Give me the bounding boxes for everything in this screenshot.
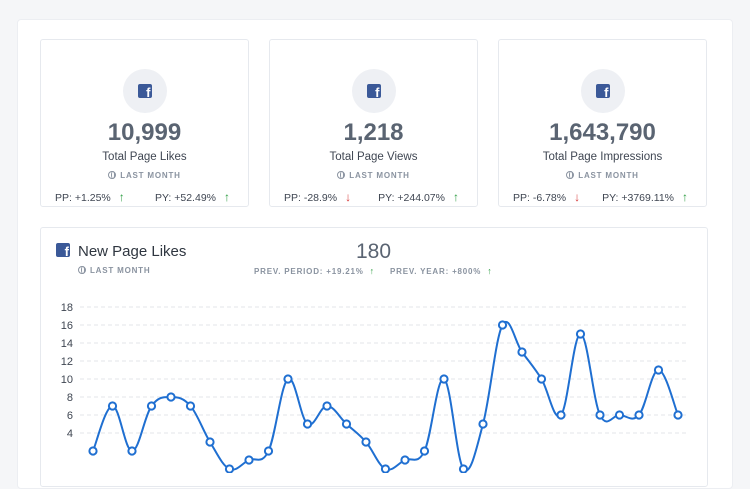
stat-period: LAST MONTH [499, 171, 706, 180]
arrow-down-icon: ↓ [345, 190, 352, 204]
data-point [263, 446, 274, 456]
stat-prev-period: PP: +1.25% ↑ [55, 190, 125, 204]
data-point [127, 446, 137, 456]
y-tick-label: 4 [67, 428, 73, 440]
stat-value: 1,643,790 [549, 119, 656, 146]
facebook-icon-badge [580, 69, 625, 113]
data-point [205, 437, 215, 447]
stat-value: 10,999 [107, 119, 182, 146]
facebook-icon [56, 243, 70, 259]
data-point [224, 464, 235, 473]
data-point [146, 401, 157, 411]
stat-prev-year: PY: +52.49% ↑ [154, 190, 230, 204]
y-tick-label: 12 [61, 356, 73, 368]
facebook-icon [595, 84, 610, 100]
stat-label: Total Page Likes [102, 151, 187, 163]
arrow-up-icon: ↑ [369, 266, 375, 276]
globe-icon [337, 171, 346, 179]
stat-card-page-views: 1,218 Total Page Views LAST MONTH PP: -2… [269, 39, 478, 207]
data-point [341, 419, 352, 429]
chart-prev-year: PREV. YEAR: +800% ↑ [390, 266, 493, 276]
data-point [88, 446, 98, 456]
data-point [556, 410, 566, 420]
data-point [595, 410, 605, 420]
data-point [614, 410, 625, 420]
data-point [107, 401, 118, 411]
facebook-icon-badge [122, 69, 167, 113]
y-tick-label: 10 [61, 374, 73, 386]
arrow-up-icon: ↑ [682, 190, 688, 204]
stat-prev-period: PP: -6.78% ↓ [513, 190, 581, 204]
stat-card-page-likes: 10,999 Total Page Likes LAST MONTH PP: +… [40, 39, 249, 207]
stat-prev-year: PY: +244.07% ↑ [378, 190, 459, 204]
facebook-icon-badge [351, 69, 396, 113]
globe-icon [566, 171, 575, 179]
data-point [380, 464, 391, 473]
chart-prev-period: PREV. PERIOD: +19.21% ↑ [254, 266, 375, 276]
data-point [361, 437, 371, 447]
y-tick-label: 16 [61, 320, 73, 332]
data-point [497, 320, 508, 330]
arrow-up-icon: ↑ [487, 266, 493, 276]
data-point [478, 419, 488, 429]
data-point [458, 464, 469, 473]
data-point [517, 347, 527, 357]
data-point [302, 419, 313, 429]
data-point [536, 374, 547, 384]
stat-label: Total Page Views [329, 151, 418, 163]
data-point [185, 401, 196, 411]
chart-title: New Page Likes [78, 243, 187, 260]
arrow-up-icon: ↑ [118, 190, 125, 204]
y-tick-label: 14 [61, 338, 73, 350]
arrow-up-icon: ↑ [453, 190, 459, 204]
data-point [166, 392, 176, 402]
chart-card-new-page-likes [40, 227, 708, 487]
new-page-likes-line-chart: 4 6 8 10 12 14 16 18 [61, 302, 688, 473]
y-tick-label: 18 [61, 302, 73, 314]
data-point [575, 329, 586, 339]
data-point [673, 410, 683, 420]
data-point [322, 401, 332, 411]
globe-icon [108, 171, 117, 179]
data-point [283, 374, 293, 384]
series-line [92, 321, 679, 472]
data-point [653, 365, 664, 375]
y-tick-label: 6 [67, 410, 73, 422]
stat-label: Total Page Impressions [542, 151, 663, 163]
chart-period: LAST MONTH [78, 266, 150, 275]
stat-prev-period: PP: -28.9% ↓ [284, 190, 352, 204]
stat-period: LAST MONTH [270, 171, 477, 180]
data-point [244, 455, 254, 465]
stat-prev-year: PY: +3769.11% ↑ [602, 190, 688, 204]
facebook-icon-wrap [56, 243, 70, 262]
stat-period: LAST MONTH [41, 171, 248, 180]
arrow-up-icon: ↑ [224, 190, 230, 204]
arrow-down-icon: ↓ [574, 190, 581, 204]
data-point [439, 374, 449, 384]
data-point [419, 446, 430, 456]
globe-icon [78, 266, 86, 274]
facebook-icon [366, 84, 381, 100]
data-point [634, 410, 644, 420]
chart-total: 180 [356, 240, 392, 263]
stat-card-page-impressions: 1,643,790 Total Page Impressions LAST MO… [498, 39, 707, 207]
y-tick-label: 8 [67, 392, 73, 404]
data-point [400, 455, 410, 465]
facebook-icon [137, 84, 152, 100]
stat-value: 1,218 [343, 119, 404, 146]
